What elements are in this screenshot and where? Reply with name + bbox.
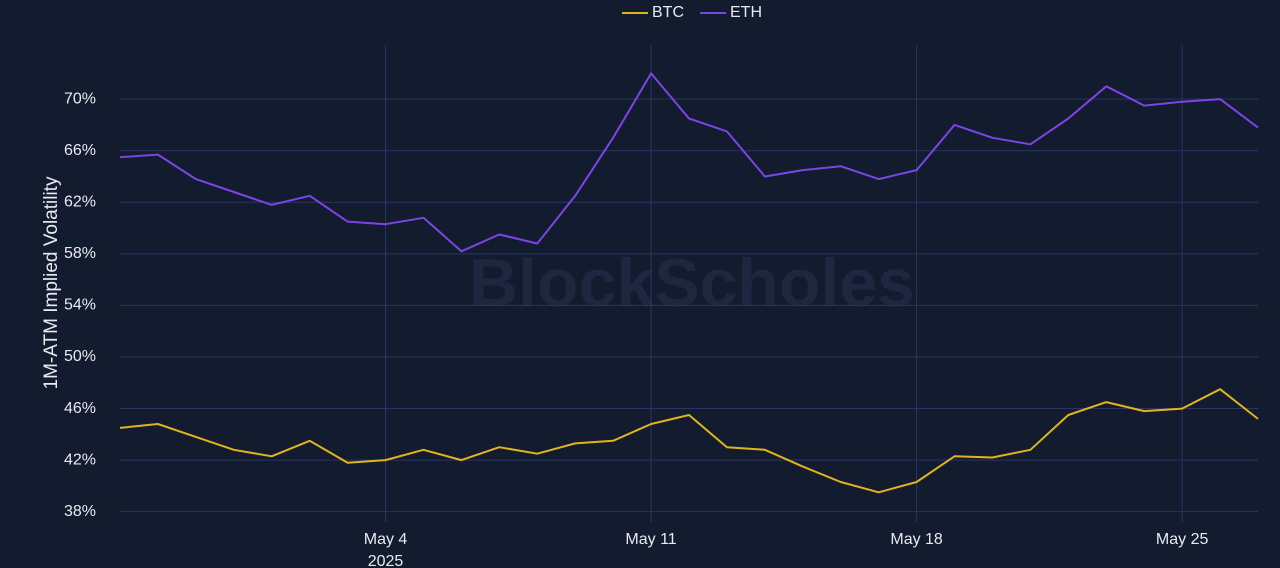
y-tick-label: 38%	[64, 503, 96, 520]
legend-item: ETH	[700, 4, 762, 21]
legend-label: BTC	[652, 4, 684, 21]
series-line	[119, 388, 1259, 494]
y-tick-label: 70%	[64, 90, 96, 107]
x-tick-label: May 4	[364, 531, 408, 548]
legend-label: ETH	[730, 4, 762, 21]
y-tick-label: 50%	[64, 348, 96, 365]
x-year-label: 2025	[368, 553, 404, 568]
y-tick-label: 58%	[64, 245, 96, 262]
x-tick-label: May 11	[625, 531, 676, 548]
y-tick-label: 54%	[64, 297, 96, 314]
y-tick-label: 66%	[64, 142, 96, 159]
y-tick-label: 62%	[64, 193, 96, 210]
y-tick-label: 46%	[64, 400, 96, 417]
x-tick-label: May 25	[1156, 531, 1209, 548]
y-axis-label: 1M-ATM Implied Volatility	[41, 176, 62, 389]
x-tick-label: May 18	[890, 531, 943, 548]
watermark: BlockScholes	[469, 245, 915, 321]
legend-item: BTC	[622, 4, 684, 21]
series-line	[119, 72, 1259, 253]
y-tick-label: 42%	[64, 451, 96, 468]
